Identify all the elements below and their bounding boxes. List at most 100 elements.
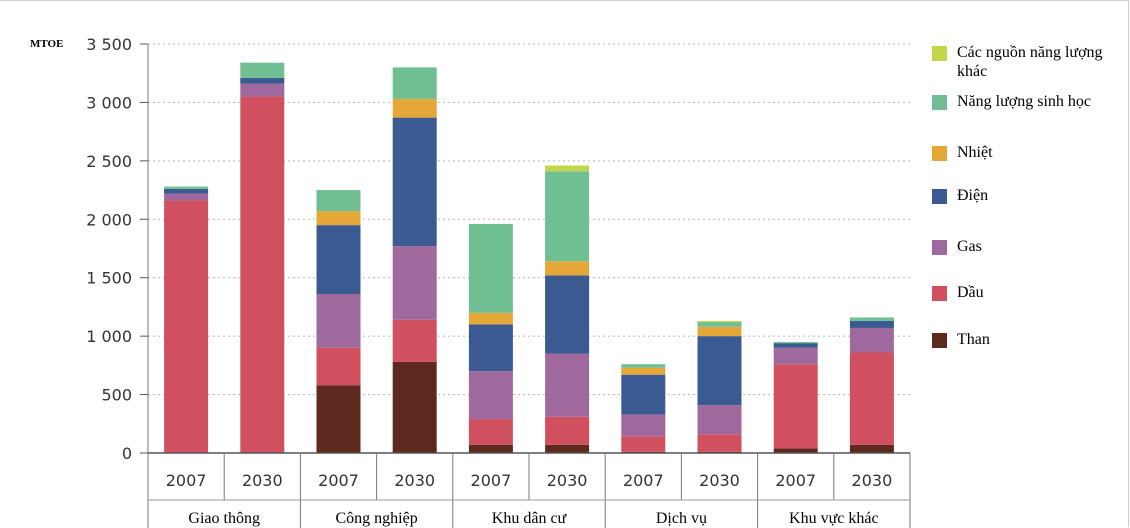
bar-stack bbox=[697, 320, 742, 453]
x-tick-label: 2030 bbox=[242, 471, 283, 490]
legend-label: Các nguồn năng lượng khác bbox=[957, 44, 1103, 80]
bar-segment bbox=[316, 211, 361, 226]
legend-item: Than bbox=[932, 330, 1107, 349]
bar-segment bbox=[468, 312, 513, 325]
bar-stack bbox=[545, 165, 590, 453]
x-axis: 2007 2030 2007 2030 2007 2030 2007 2030 2007 2030… bbox=[147, 452, 911, 528]
bar-segment bbox=[849, 327, 894, 353]
bar-segment bbox=[621, 414, 666, 437]
bar-segment bbox=[621, 374, 666, 415]
bar-segment bbox=[773, 448, 818, 453]
x-tick-label: 2007 bbox=[318, 471, 359, 490]
legend-item: Điện bbox=[932, 186, 1107, 205]
bar-segment bbox=[773, 341, 818, 344]
bar-segment bbox=[316, 294, 361, 348]
bar-segment bbox=[392, 319, 437, 362]
legend-item: Dầu bbox=[932, 283, 1107, 302]
x-group-label: Dịch vụ bbox=[656, 510, 707, 527]
bar-segment bbox=[392, 361, 437, 453]
bar-segment bbox=[240, 83, 285, 97]
bar-segment bbox=[545, 165, 590, 172]
y-unit-label: MTOE bbox=[30, 38, 63, 50]
bar-segment bbox=[697, 434, 742, 452]
x-tick-label: 2030 bbox=[394, 471, 435, 490]
legend-item: Năng lượng sinh học bbox=[932, 92, 1107, 111]
legend-item: Gas bbox=[932, 237, 1107, 256]
bar-segment bbox=[392, 117, 437, 247]
bar-segment bbox=[164, 188, 209, 194]
legend-swatch bbox=[932, 46, 947, 61]
bar-segment bbox=[621, 364, 666, 368]
legend-item: Nhiệt bbox=[932, 143, 1107, 162]
bar-segment bbox=[316, 225, 361, 295]
bar-segment bbox=[697, 322, 742, 327]
bar-segment bbox=[468, 324, 513, 372]
legend-swatch bbox=[932, 146, 947, 161]
x-group-label: Khu vực khác bbox=[789, 510, 879, 527]
bar-segment bbox=[773, 343, 818, 348]
x-tick-label: 2007 bbox=[471, 471, 512, 490]
legend-item: Các nguồn năng lượng khác bbox=[932, 43, 1107, 81]
bar-stack bbox=[849, 317, 894, 453]
bar-segment bbox=[773, 347, 818, 365]
y-axis-ticks: 0 500 1 000 1 500 2 000 2 500 3 000 3 500 bbox=[86, 35, 149, 463]
x-tick-label: 2030 bbox=[547, 471, 588, 490]
bar-segment bbox=[621, 367, 666, 375]
bar-segment bbox=[164, 193, 209, 201]
bar-segment bbox=[316, 347, 361, 386]
bar-segment bbox=[849, 320, 894, 328]
legend-label: Nhiệt bbox=[957, 144, 993, 161]
bar-segment bbox=[240, 77, 285, 84]
bar-stack bbox=[621, 364, 666, 453]
legend-label: Năng lượng sinh học bbox=[957, 93, 1092, 110]
bar-stack bbox=[468, 223, 513, 453]
legend-swatch bbox=[932, 333, 947, 348]
bar-segment bbox=[240, 62, 285, 78]
legend-label: Than bbox=[957, 331, 990, 348]
bars bbox=[164, 62, 894, 453]
bar-segment bbox=[316, 190, 361, 212]
bar-segment bbox=[849, 317, 894, 321]
bar-segment bbox=[468, 419, 513, 445]
x-group-label: Công nghiệp bbox=[335, 510, 417, 527]
bar-stack bbox=[164, 186, 209, 453]
y-tick-label: 500 bbox=[101, 386, 132, 405]
y-tick-label: 2 000 bbox=[86, 210, 132, 229]
bar-segment bbox=[164, 200, 209, 453]
legend-swatch bbox=[932, 286, 947, 301]
x-group-label: Giao thông bbox=[188, 510, 260, 527]
x-tick-label: 2030 bbox=[699, 471, 740, 490]
bar-stack bbox=[316, 190, 361, 453]
bar-segment bbox=[545, 171, 590, 262]
bar-segment bbox=[316, 385, 361, 453]
bar-segment bbox=[468, 371, 513, 420]
bar-segment bbox=[545, 275, 590, 354]
bar-segment bbox=[773, 364, 818, 449]
bar-segment bbox=[697, 320, 742, 323]
bar-segment bbox=[392, 246, 437, 320]
y-tick-label: 3 500 bbox=[86, 35, 132, 54]
x-tick-label: 2007 bbox=[166, 471, 207, 490]
y-tick-label: 2 500 bbox=[86, 152, 132, 171]
y-tick-label: 0 bbox=[122, 444, 132, 463]
bar-segment bbox=[697, 405, 742, 435]
y-tick-label: 1 000 bbox=[86, 327, 132, 346]
bar-segment bbox=[849, 352, 894, 445]
bar-segment bbox=[545, 353, 590, 417]
legend-label: Gas bbox=[957, 238, 982, 255]
legend-swatch bbox=[932, 189, 947, 204]
bar-segment bbox=[849, 444, 894, 453]
legend-swatch bbox=[932, 95, 947, 110]
x-group-label: Khu dân cư bbox=[492, 510, 568, 527]
bar-stack bbox=[773, 341, 818, 453]
bar-segment bbox=[240, 96, 285, 453]
legend-swatch bbox=[932, 240, 947, 255]
bar-segment bbox=[392, 98, 437, 118]
y-tick-label: 1 500 bbox=[86, 269, 132, 288]
legend-label: Điện bbox=[957, 187, 989, 204]
bar-segment bbox=[392, 67, 437, 99]
bar-segment bbox=[545, 261, 590, 276]
bar-segment bbox=[164, 186, 209, 189]
